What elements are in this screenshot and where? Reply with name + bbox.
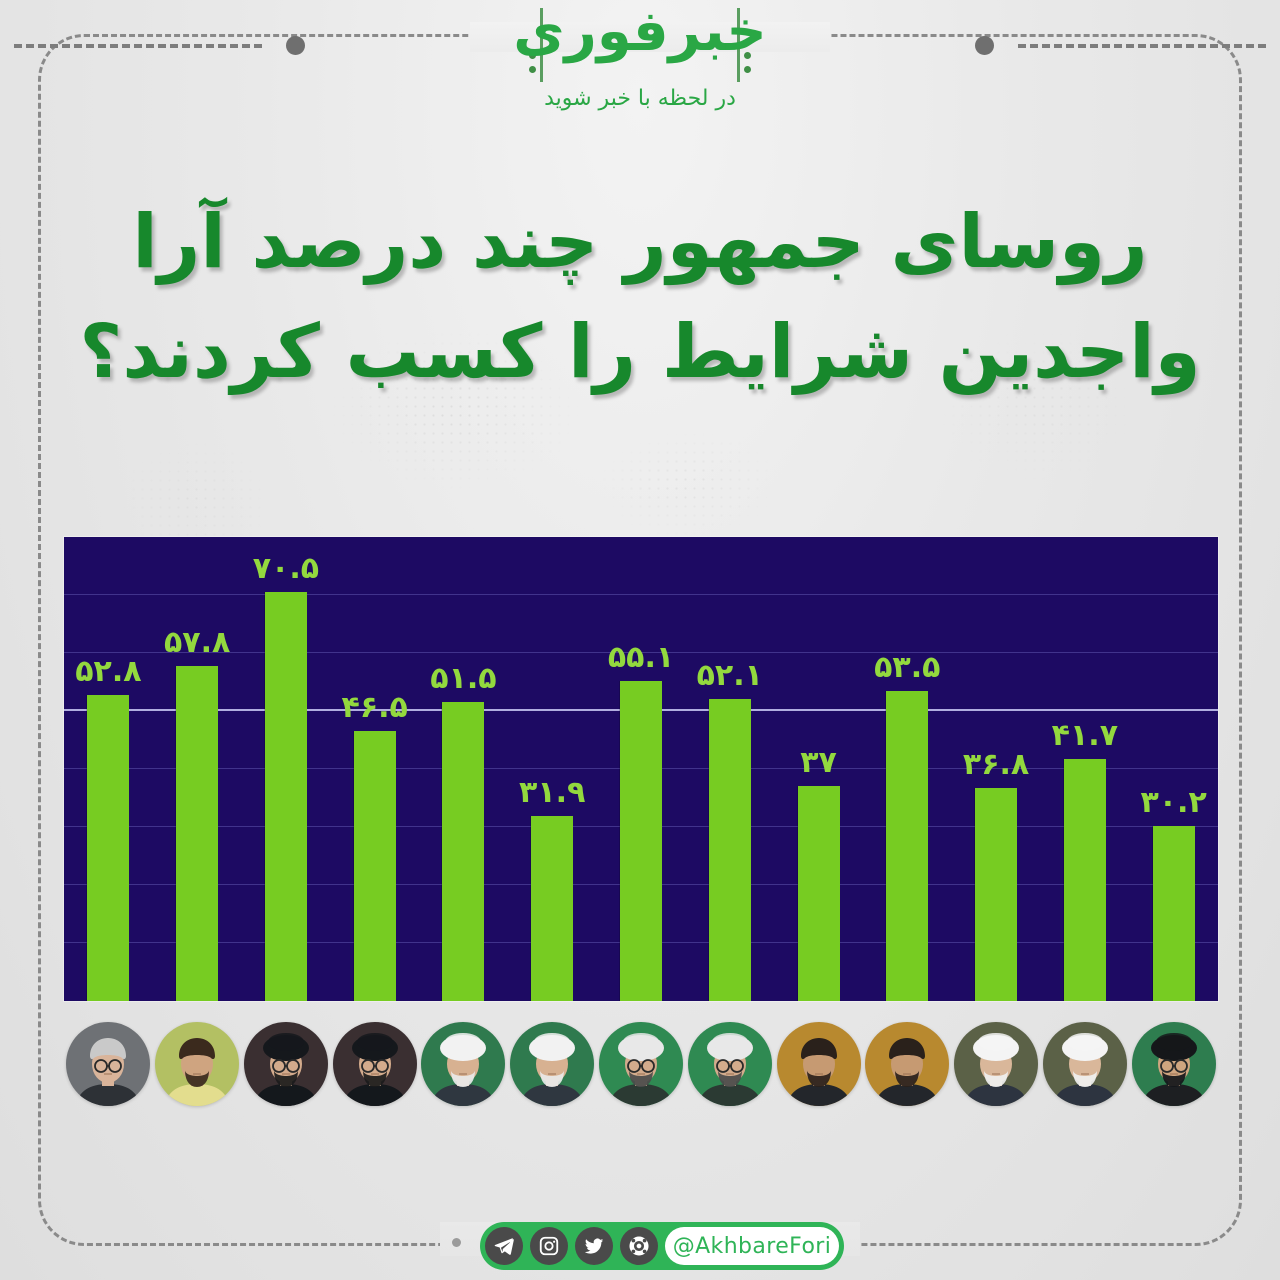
header-accent-dot	[744, 66, 751, 73]
header-accent-dot	[529, 66, 536, 73]
avatar	[776, 1022, 861, 1106]
site-logo[interactable]: خبرفوری	[513, 0, 768, 64]
twitter-icon[interactable]	[575, 1227, 613, 1265]
president-portraits	[64, 1022, 1218, 1112]
bar	[886, 690, 929, 1001]
header-dot-left	[286, 36, 305, 55]
bar-chart: ۵۲.۸ ۵۷.۸ ۷۰.۵ ۴۶.۵ ۵۱.۵ ۳۱.۹ ۵۵.۱ ۵۲.۱ ۳۷ ۵۳.۵ ۳۶…	[64, 537, 1218, 1001]
avatar-image	[155, 1022, 240, 1106]
avatar-image	[1131, 1022, 1216, 1106]
bar	[1063, 759, 1106, 1001]
social-handle[interactable]: @AkhbareFori	[665, 1227, 839, 1265]
bar-value-label: ۵۳.۵	[874, 649, 941, 685]
avatar	[1042, 1022, 1127, 1106]
avatar-image	[243, 1022, 328, 1106]
avatar-image	[865, 1022, 950, 1106]
header-accent-dot	[529, 52, 536, 59]
bar	[708, 698, 751, 1001]
bar	[353, 731, 396, 1001]
header-dash-right	[1018, 44, 1266, 48]
avatar	[66, 1022, 151, 1106]
bar-value-label: ۵۲.۸	[75, 653, 142, 689]
bar	[442, 702, 485, 1001]
frame-gap-top	[470, 22, 830, 52]
telegram-icon[interactable]	[485, 1227, 523, 1265]
gridline	[64, 652, 1218, 653]
header-accent-dot	[744, 52, 751, 59]
bar	[797, 786, 840, 1001]
page-title: روسای جمهور چند درصد آرا واجدین شرایط را…	[70, 188, 1210, 407]
avatar-image	[332, 1022, 417, 1106]
instagram-icon[interactable]	[530, 1227, 568, 1265]
title-line-2: واجدین شرایط را کسب کردند؟	[79, 308, 1203, 395]
gridline	[64, 594, 1218, 595]
avatar-image	[421, 1022, 506, 1106]
aparat-icon[interactable]	[620, 1227, 658, 1265]
bar	[975, 787, 1018, 1001]
avatar-image	[687, 1022, 772, 1106]
title-line-1: روسای جمهور چند درصد آرا	[132, 199, 1150, 285]
footer-dot-left	[452, 1238, 461, 1247]
avatar	[599, 1022, 683, 1106]
avatar-image	[954, 1022, 1039, 1106]
header-rule-right	[737, 8, 740, 82]
social-bar: @AkhbareFori	[480, 1222, 844, 1270]
avatar	[243, 1022, 328, 1106]
bar	[531, 815, 574, 1001]
avatar	[1131, 1022, 1216, 1106]
avatar-image	[776, 1022, 861, 1106]
chart-bars: ۵۲.۸ ۵۷.۸ ۷۰.۵ ۴۶.۵ ۵۱.۵ ۳۱.۹ ۵۵.۱ ۵۲.۱ ۳۷ ۵۳.۵ ۳۶…	[64, 537, 1218, 1001]
bar-value-label: ۵۵.۱	[607, 640, 675, 676]
avatar-image	[1042, 1022, 1127, 1106]
avatar	[332, 1022, 417, 1106]
bar-value-label: ۳۰.۲	[1140, 784, 1207, 820]
bar-value-label: ۵۷.۸	[163, 624, 231, 660]
header-dot-right	[975, 36, 994, 55]
avatar	[421, 1022, 506, 1106]
site-tagline: در لحظه با خبر شوید	[544, 86, 736, 111]
bar-value-label: ۳۶.۸	[962, 746, 1030, 782]
bar-value-label: ۳۷	[800, 745, 837, 781]
bar	[1152, 825, 1195, 1001]
avatar	[687, 1022, 772, 1106]
bar	[620, 681, 662, 1001]
bar-value-label: ۷۰.۵	[252, 551, 320, 587]
header: خبرفوری در لحظه با خبر شوید	[0, 0, 1280, 140]
header-dash-left	[14, 44, 262, 48]
header-rule-left	[540, 8, 543, 82]
bar	[176, 665, 219, 1001]
bar-value-label: ۳۱.۹	[519, 774, 586, 810]
bar-value-label: ۵۲.۱	[696, 657, 763, 693]
bar-value-label: ۵۱.۵	[430, 661, 497, 697]
bar-value-label: ۴۶.۵	[341, 690, 408, 726]
avatar	[865, 1022, 950, 1106]
avatar-image	[66, 1022, 151, 1106]
bar	[87, 694, 130, 1001]
avatar	[954, 1022, 1039, 1106]
avatar	[155, 1022, 240, 1106]
bar-value-label: ۴۱.۷	[1051, 718, 1118, 754]
avatar-image	[599, 1022, 683, 1106]
avatar-image	[510, 1022, 595, 1106]
avatar	[510, 1022, 595, 1106]
bar	[264, 592, 307, 1001]
